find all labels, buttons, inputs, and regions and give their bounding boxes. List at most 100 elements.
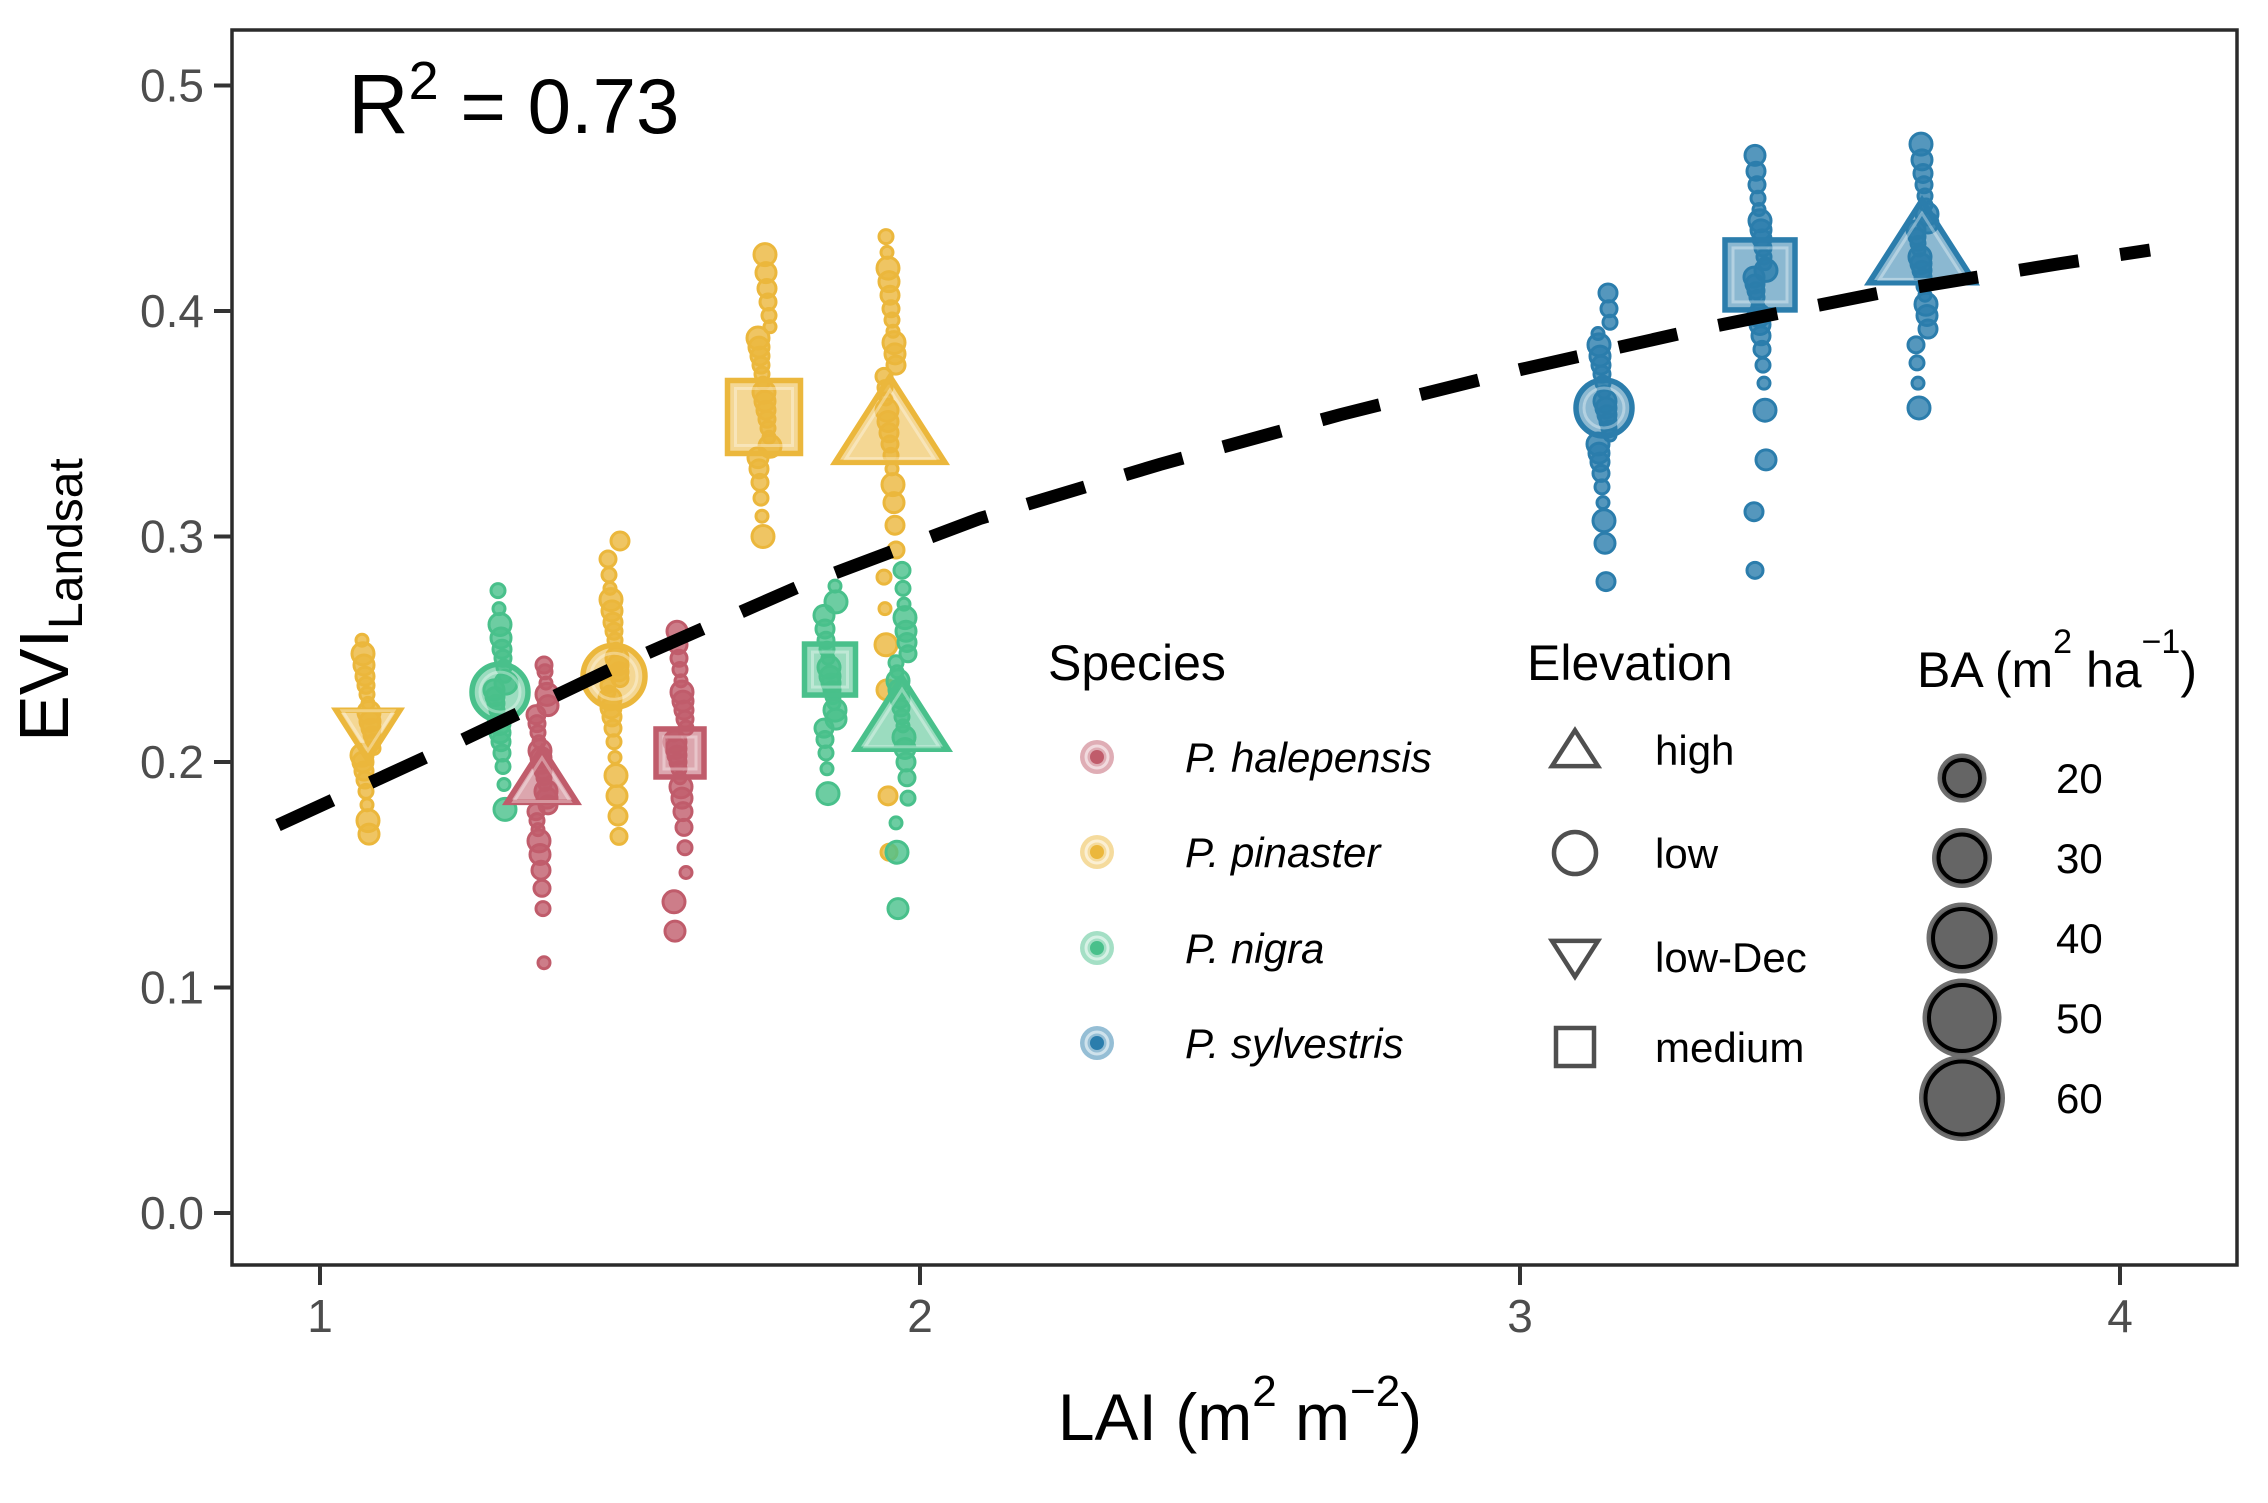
legend-item-sylvestris: P. sylvestris [1185,1020,1404,1067]
observation-dot [897,768,917,788]
legend-ba: BA (m2 ha−1) 20 30 40 50 60 [1917,623,2197,1141]
observation-dot [609,826,629,846]
observation-dot [1591,508,1617,534]
observation-dot [600,566,618,584]
regression-dashed-line [275,243,2151,832]
observation-dot [605,733,623,751]
observation-dot [817,744,835,762]
observation-dot [1752,397,1778,423]
legend-item-pinaster: P. pinaster [1185,829,1382,876]
legend-item-low-dec: low-Dec [1655,934,1807,981]
observation-dot [496,777,512,793]
cluster-dots-2 [525,655,560,971]
legend-item-medium: medium [1655,1024,1804,1071]
observation-dot [1908,354,1926,372]
observation-dot [1754,448,1778,472]
observation-dot [884,839,910,865]
y-tick-label: 0.4 [140,285,204,337]
y-tick-label: 0.1 [140,962,204,1014]
observation-dot [607,805,629,827]
ba-size-markers [1919,753,2005,1141]
axis-ticks: 0.0 0.1 0.2 0.3 0.4 0.5 1 2 3 4 [140,60,2133,1343]
x-tick-label: 2 [907,1290,933,1342]
y-tick-label: 0.2 [140,736,204,788]
observation-dot [1906,395,1932,421]
observation-dot [884,514,906,536]
legend-item-high: high [1655,727,1734,774]
observation-dot [1917,318,1939,340]
observation-dot [877,601,893,617]
observation-dot [678,864,694,880]
observation-dot [1906,335,1926,355]
observation-dot [663,919,687,943]
observation-dot [815,781,841,807]
observation-dot [609,530,631,552]
observation-dot [661,889,687,915]
observation-dot [489,582,507,600]
y-tick-label: 0.0 [140,1187,204,1239]
observation-dot [1593,478,1611,496]
observation-dot [532,878,552,898]
observation-dot [1752,339,1772,359]
observation-dot [534,900,552,918]
legend-elevation-title: Elevation [1527,635,1733,691]
observation-dot [1595,495,1611,511]
square-icon [1553,1025,1597,1069]
observation-dot [895,751,917,773]
x-axis-title: LAI (m2 m−2) [1058,1367,1422,1454]
observation-dot [899,789,917,807]
legend-item-ba-50: 50 [2056,995,2103,1042]
trend-line [275,243,2151,832]
plot-panel-border [230,28,2239,1267]
legend-species: Species P. halepensis P. pinaster P. nig… [1048,635,1432,1067]
observation-dot [882,491,906,515]
glyph-p-sylvestris-high [1863,195,1981,286]
glyph-p-halepensis-medium [653,726,707,780]
legend-item-low: low [1655,830,1719,877]
legend-item-nigra: P. nigra [1185,925,1324,972]
legend-elevation: Elevation high low low-Dec medium [1527,635,1807,1071]
glyph-p-nigra-low [469,661,531,723]
observation-dot [750,524,776,549]
species-marker-icon [1080,835,1114,869]
ba-circle-icon [1922,978,2002,1058]
legend-item-halepensis: P. halepensis [1185,734,1432,781]
legend-species-title: Species [1048,635,1226,691]
observation-dot [1745,560,1765,580]
observation-dot [1754,356,1772,374]
legend-ba-title: BA (m2 ha−1) [1917,623,2197,698]
observation-dot [1756,375,1772,391]
circle-icon [1551,829,1599,877]
species-markers [1080,740,1114,1060]
ba-circle-icon [1937,753,1987,803]
glyph-p-pinaster-low-Dec [330,707,406,766]
observation-dot [898,644,918,664]
observation-dot [676,839,694,857]
triangle-down-icon [1547,938,1603,981]
stand-mean-glyphs [330,195,1981,806]
x-tick-label: 4 [2107,1290,2133,1342]
observation-dot [873,632,899,658]
observation-dot [672,801,694,823]
observation-dot [357,782,375,800]
species-marker-icon [1080,740,1114,774]
legend-item-ba-60: 60 [2056,1075,2103,1122]
observation-dot [1743,501,1765,523]
legend-item-ba-30: 30 [2056,835,2103,882]
observation-dot [877,785,899,807]
observation-dot [1910,375,1926,391]
glyph-p-sylvestris-low [1573,377,1635,439]
glyph-p-sylvestris-medium [1722,237,1798,313]
observation-dot [605,784,629,808]
ba-circle-icon [1932,828,1992,888]
glyph-p-nigra-medium [801,641,859,698]
observation-dot [598,549,618,569]
observation-dot [894,579,912,597]
x-tick-label: 1 [307,1290,333,1342]
observation-dot [819,761,835,777]
y-tick-label: 0.3 [140,511,204,563]
y-tick-label: 0.5 [140,60,204,112]
legend-item-ba-20: 20 [2056,755,2103,802]
observation-dot [877,228,895,246]
observation-dot [1595,571,1617,593]
